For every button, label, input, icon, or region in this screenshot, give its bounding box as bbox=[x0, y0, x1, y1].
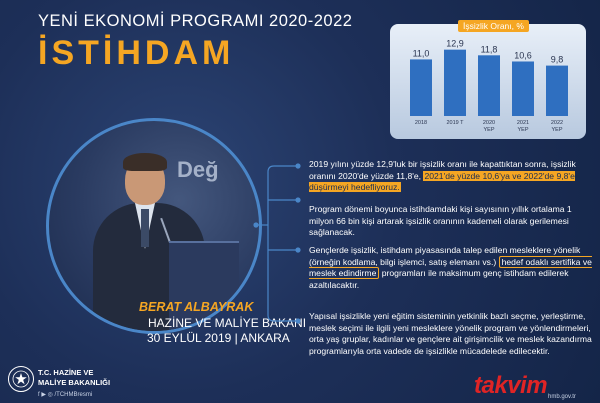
paragraph-text: programları ile maksimum genç istihdam e… bbox=[309, 268, 569, 290]
chart-value-label: 9,8 bbox=[551, 55, 564, 65]
paragraph-structural-unemployment: Yapısal işsizlikle yeni eğitim sistemini… bbox=[309, 311, 595, 357]
ministry-name-line2: MALİYE BAKANLIĞI bbox=[38, 378, 111, 387]
chart-value-label: 12,9 bbox=[446, 39, 464, 49]
paragraph-employment-growth: Program dönemi boyunca istihdamdaki kişi… bbox=[309, 204, 595, 239]
minister-photo: Değ bbox=[46, 118, 262, 334]
paragraph-text: Yapısal işsizlikle yeni eğitim sistemini… bbox=[309, 311, 592, 356]
brand-logo: takvim bbox=[474, 372, 548, 399]
chart-bar bbox=[478, 55, 500, 116]
speaker-hair bbox=[123, 153, 167, 171]
chart-category-label: 2018 bbox=[415, 120, 427, 126]
chart-bar bbox=[410, 59, 432, 116]
chart-category-label: 2019 T bbox=[446, 120, 464, 126]
chart-category-label: 2020 bbox=[483, 120, 495, 126]
website-url: hmb.gov.tr bbox=[548, 394, 576, 400]
chart-value-label: 11,0 bbox=[413, 48, 430, 58]
social-handles: f ▶ ◎ /TCHMBresmi bbox=[38, 392, 93, 398]
chart-value-label: 11,8 bbox=[481, 44, 498, 54]
paragraph-unemployment-target: 2019 yılını yüzde 12,9'luk bir işsizlik … bbox=[309, 159, 595, 194]
paragraph-text: Program dönemi boyunca istihdamdaki kişi… bbox=[309, 204, 572, 238]
ministry-logo bbox=[8, 366, 34, 392]
speaker-role: HAZİNE VE MALİYE BAKANI bbox=[148, 316, 307, 330]
chart-bar bbox=[546, 65, 568, 116]
chart-category-label: YEP bbox=[483, 127, 494, 133]
program-overline: YENİ EKONOMİ PROGRAMI 2020-2022 bbox=[38, 12, 353, 30]
chart-category-label: 2021 bbox=[517, 120, 529, 126]
speaker-tie bbox=[141, 209, 149, 247]
paragraph-text: 2019 yılını yüzde 12,9'luk bir işsizlik … bbox=[309, 159, 576, 181]
chart-bar bbox=[512, 61, 534, 116]
chart-category-label: YEP bbox=[517, 127, 528, 133]
highlighted-certification: hedef odaklı sertifika ve meslek edindir… bbox=[309, 255, 592, 280]
ministry-name-line1: T.C. HAZİNE VE bbox=[38, 368, 94, 377]
event-date-location: 30 EYLÜL 2019 | ANKARA bbox=[147, 331, 290, 345]
star-crescent-icon bbox=[12, 370, 30, 388]
chart-category-label: YEP bbox=[551, 127, 562, 133]
chart-value-label: 10,6 bbox=[514, 50, 532, 60]
chart-bar bbox=[444, 49, 466, 116]
chart-title: İşsizlik Oranı, % bbox=[458, 20, 529, 32]
chart-category-label: 2022 bbox=[551, 120, 563, 126]
speaker-name: BERAT ALBAYRAK bbox=[139, 300, 254, 314]
page-title: İSTİHDAM bbox=[38, 34, 235, 72]
paragraph-text: Gençlerde işsizlik, istihdam piyasasında… bbox=[309, 245, 581, 267]
stage-backdrop-text: Değ bbox=[177, 157, 219, 182]
podium bbox=[169, 241, 239, 331]
paragraph-youth-employment: Gençlerde işsizlik, istihdam piyasasında… bbox=[309, 245, 595, 291]
